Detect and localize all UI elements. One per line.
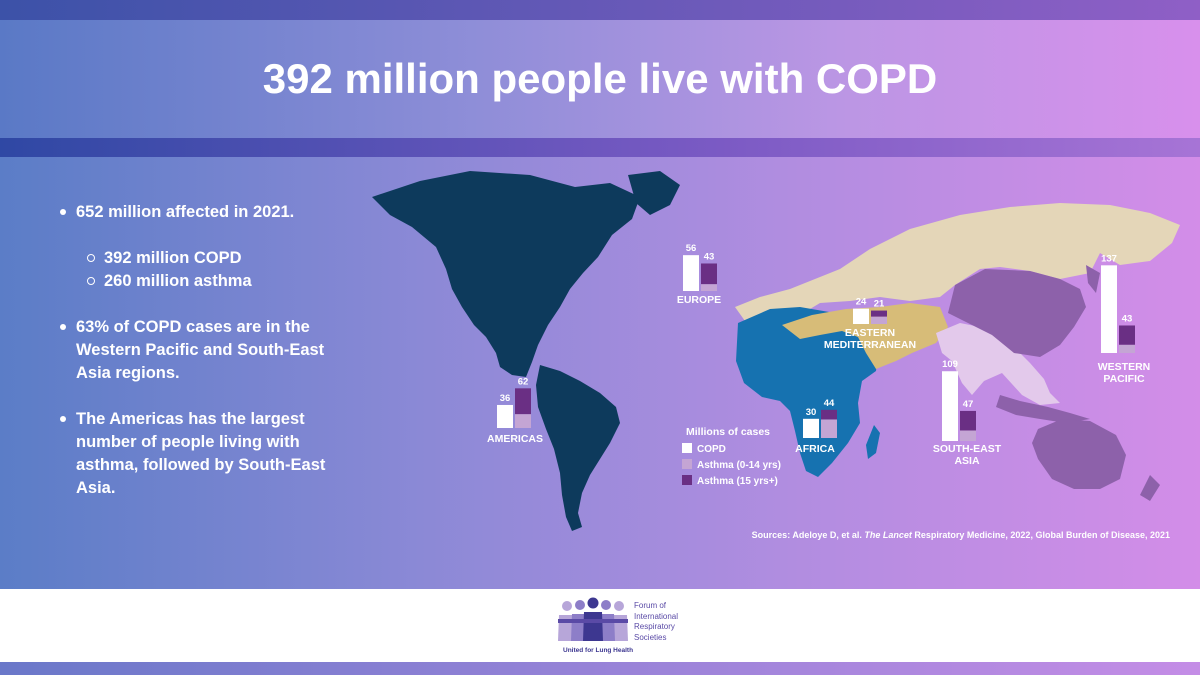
- bar-asthma-child-south-east-asia: [960, 430, 976, 441]
- value-label-asthma-africa: 44: [824, 398, 835, 409]
- region-label-europe: EUROPE: [677, 294, 721, 306]
- sources-note: Sources: Adeloye D, et al. The Lancet Re…: [752, 530, 1170, 540]
- content-panel: 36 62 AMERICAS 56 43 EUROPE 30 44 AFRICA 24 21 EAST…: [0, 157, 1200, 589]
- logo-line-4: Societies: [634, 632, 667, 642]
- region-label-africa: AFRICA: [795, 443, 835, 455]
- value-label-copd-africa: 30: [806, 407, 817, 418]
- world-map: 36 62 AMERICAS 56 43 EUROPE 30 44 AFRICA 24 21 EAST…: [372, 171, 1180, 540]
- value-label-copd-south-east-asia: 109: [942, 359, 958, 370]
- fact-regions: 63% of COPD cases are in the Western Pac…: [58, 316, 348, 385]
- region-label-eastern-mediterranean: EASTERN: [845, 327, 895, 339]
- key-facts-list: 652 million affected in 2021. 392 millio…: [58, 201, 348, 500]
- bar-copd-western-pacific: [1101, 265, 1117, 353]
- fact-copd: 392 million COPD: [58, 247, 348, 270]
- bar-asthma-child-eastern-mediterranean: [871, 316, 887, 324]
- legend-label-copd: COPD: [697, 444, 726, 455]
- legend: Millions of cases COPD Asthma (0-14 yrs)…: [682, 426, 781, 487]
- bar-asthma-child-africa: [821, 419, 837, 438]
- firs-logo: Forum of International Respiratory Socie…: [556, 597, 696, 657]
- value-label-copd-europe: 56: [686, 243, 697, 254]
- logo-line-3: Respiratory: [634, 622, 675, 631]
- south-east-asia-region: [936, 323, 1060, 405]
- legend-title: Millions of cases: [686, 426, 770, 438]
- region-label-south-east-asia: SOUTH-EAST: [933, 443, 1002, 455]
- title-band: 392 million people live with COPD: [0, 20, 1200, 138]
- bar-asthma-adult-europe: [701, 263, 717, 285]
- bar-copd-south-east-asia: [942, 371, 958, 441]
- top-strip: [0, 0, 1200, 20]
- fact-total: 652 million affected in 2021.: [58, 201, 348, 224]
- bar-asthma-child-europe: [701, 284, 717, 291]
- logo-line-2: International: [634, 611, 679, 621]
- bar-asthma-adult-americas: [515, 388, 531, 415]
- western-pacific-region: [948, 265, 1160, 501]
- bar-copd-europe: [683, 255, 699, 291]
- fact-americas: The Americas has the largest number of p…: [58, 408, 348, 500]
- americas-region: [372, 171, 680, 531]
- value-label-copd-western-pacific: 137: [1101, 253, 1117, 264]
- value-label-asthma-eastern-mediterranean: 21: [874, 299, 885, 310]
- bar-copd-eastern-mediterranean: [853, 308, 869, 324]
- region-label-western-pacific: PACIFIC: [1103, 373, 1145, 385]
- bar-asthma-adult-western-pacific: [1119, 325, 1135, 345]
- sources-suffix: Respiratory Medicine, 2022, Global Burde…: [912, 530, 1170, 540]
- region-label-eastern-mediterranean: MEDITERRANEAN: [824, 339, 916, 351]
- value-label-asthma-europe: 43: [704, 251, 715, 262]
- logo-text: Forum of International Respiratory Socie…: [634, 601, 678, 643]
- sources-prefix: Sources: Adeloye D, et al.: [752, 530, 865, 540]
- africa-region: [736, 307, 880, 477]
- value-label-asthma-western-pacific: 43: [1122, 313, 1133, 324]
- legend-swatch-asthma-child: [682, 459, 692, 469]
- bar-asthma-child-americas: [515, 414, 531, 428]
- value-label-copd-americas: 36: [500, 393, 511, 404]
- bar-asthma-adult-eastern-mediterranean: [871, 310, 887, 317]
- bottom-strip: [0, 662, 1200, 675]
- bar-copd-africa: [803, 418, 819, 438]
- bar-asthma-child-western-pacific: [1119, 344, 1135, 353]
- bar-asthma-adult-south-east-asia: [960, 410, 976, 431]
- value-label-asthma-south-east-asia: 47: [963, 399, 974, 410]
- region-label-americas: AMERICAS: [487, 433, 543, 445]
- sources-journal: The Lancet: [864, 530, 913, 540]
- logo-tagline: United for Lung Health: [563, 647, 634, 654]
- region-label-western-pacific: WESTERN: [1098, 361, 1151, 373]
- bar-copd-americas: [497, 404, 513, 428]
- legend-label-asthma-child: Asthma (0-14 yrs): [697, 460, 781, 471]
- logo-line-1: Forum of: [634, 601, 667, 610]
- bar-asthma-adult-africa: [821, 409, 837, 420]
- region-label-south-east-asia: ASIA: [954, 455, 980, 467]
- people-logo-icon: [558, 597, 628, 641]
- divider-strip: [0, 138, 1200, 157]
- fact-asthma: 260 million asthma: [58, 270, 348, 293]
- page-title: 392 million people live with COPD: [262, 55, 938, 102]
- eastern-mediterranean-region: [782, 303, 948, 369]
- europe-region: [735, 203, 1180, 327]
- legend-swatch-asthma-adult: [682, 475, 692, 485]
- footer: Forum of International Respiratory Socie…: [0, 589, 1200, 662]
- value-label-copd-eastern-mediterranean: 24: [856, 297, 867, 308]
- value-label-asthma-americas: 62: [518, 376, 529, 387]
- bar-chart-layer: 36 62 AMERICAS 56 43 EUROPE 30 44 AFRICA 24 21 EAST…: [487, 243, 1150, 467]
- legend-label-asthma-adult: Asthma (15 yrs+): [697, 476, 778, 487]
- legend-swatch-copd: [682, 443, 692, 453]
